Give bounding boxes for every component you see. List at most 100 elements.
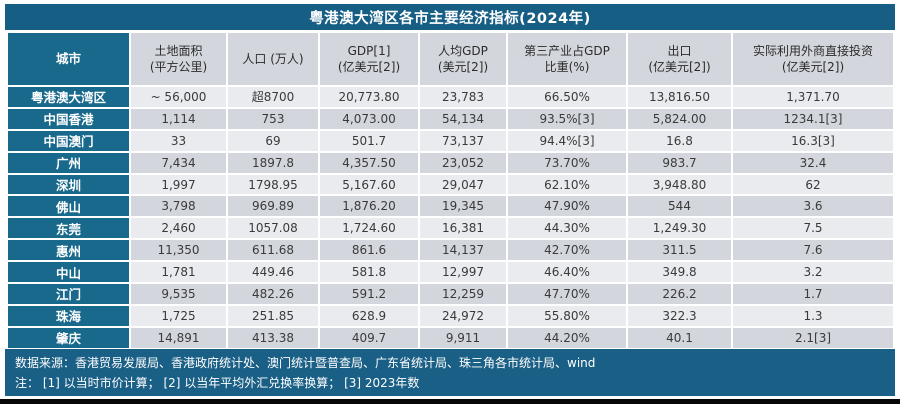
table-cell: 11,350 <box>131 240 226 261</box>
table-cell: 226.2 <box>628 284 731 304</box>
col-header-line: 第三产业占GDP <box>524 44 610 58</box>
table-cell: 1,249.30 <box>628 218 731 239</box>
table-cell: 1,371.70 <box>733 87 893 107</box>
table-cell: 2.1[3] <box>733 327 893 348</box>
col-header-land-area: 土地面积 (平方公里) <box>131 33 226 85</box>
table-cell: 66.50% <box>508 87 626 107</box>
table-cell: 7,434 <box>131 152 226 173</box>
city-cell: 珠海 <box>8 305 129 326</box>
city-cell: 江门 <box>8 284 129 304</box>
table-cell: 23,052 <box>420 152 506 173</box>
table-cell: 29,047 <box>420 174 506 195</box>
table-cell: 983.7 <box>628 152 731 173</box>
col-header-gdp-per-capita: 人均GDP (美元[2]) <box>420 33 506 85</box>
col-header-line: 出口 <box>667 44 692 58</box>
footer: 数据来源：香港贸易发展局、香港政府统计处、澳门统计暨普查局、广东省统计局、珠三角… <box>5 349 895 396</box>
table-cell: 482.26 <box>228 284 318 304</box>
table-cell: 581.8 <box>320 262 418 283</box>
table-cell: 23,783 <box>420 87 506 107</box>
col-header-tertiary-share: 第三产业占GDP 比重(%) <box>508 33 626 85</box>
table-cell: 322.3 <box>628 305 731 326</box>
table-cell: 69 <box>228 130 318 151</box>
table-cell: 1,724.60 <box>320 218 418 239</box>
col-header-line: (亿美元[2]) <box>781 60 845 74</box>
table-cell: 73.70% <box>508 152 626 173</box>
table-cell: 1,114 <box>131 108 226 129</box>
table-cell: 44.30% <box>508 218 626 239</box>
table-cell: 47.70% <box>508 284 626 304</box>
city-cell: 中国澳门 <box>8 130 129 151</box>
col-header-city-label: 城市 <box>55 51 81 66</box>
table-cell: 16,381 <box>420 218 506 239</box>
bottom-edge-bar <box>0 399 900 404</box>
data-source-line: 数据来源：香港贸易发展局、香港政府统计处、澳门统计暨普查局、广东省统计局、珠三角… <box>15 356 596 370</box>
table-cell: 16.3[3] <box>733 130 893 151</box>
table-cell: 3.2 <box>733 262 893 283</box>
table-cell: 1.3 <box>733 305 893 326</box>
table-cell: 7.5 <box>733 218 893 239</box>
table-cell: 13,816.50 <box>628 87 731 107</box>
table-cell: 16.8 <box>628 130 731 151</box>
table-cell: 501.7 <box>320 130 418 151</box>
col-header-exports: 出口 (亿美元[2]) <box>628 33 731 85</box>
table-cell: 5,167.60 <box>320 174 418 195</box>
table-cell: 32.4 <box>733 152 893 173</box>
col-header-line: (平方公里) <box>149 60 208 74</box>
table-cell: 33 <box>131 130 226 151</box>
table-cell: 62.10% <box>508 174 626 195</box>
city-cell: 广州 <box>8 152 129 173</box>
table-cell: 46.40% <box>508 262 626 283</box>
table-cell: 1897.8 <box>228 152 318 173</box>
economic-indicators-table: 城市 土地面积 (平方公里) 人口 (万人) GDP[1] (亿美元[2]) 人均G… <box>8 33 893 348</box>
col-header-line: 土地面积 <box>154 44 203 58</box>
col-header-line: GDP[1] <box>347 44 391 58</box>
city-cell: 佛山 <box>8 196 129 217</box>
col-header-line: (美元[2]) <box>437 60 489 74</box>
table-cell: 7.6 <box>733 240 893 261</box>
table-cell: 409.7 <box>320 327 418 348</box>
table-cell: 3.6 <box>733 196 893 217</box>
table-cell: 5,824.00 <box>628 108 731 129</box>
table-cell: 14,891 <box>131 327 226 348</box>
city-cell: 惠州 <box>8 240 129 261</box>
table-cell: 超8700 <box>228 87 318 107</box>
city-cell: 中国香港 <box>8 108 129 129</box>
col-header-line: (亿美元[2]) <box>648 60 711 74</box>
table-title: 粤港澳大湾区各市主要经济指标(2024年) <box>5 4 895 30</box>
city-cell: 深圳 <box>8 174 129 195</box>
table-cell: 591.2 <box>320 284 418 304</box>
table-cell: 42.70% <box>508 240 626 261</box>
table-cell: 449.46 <box>228 262 318 283</box>
table-cell: 14,137 <box>420 240 506 261</box>
table-cell: 349.8 <box>628 262 731 283</box>
city-cell: 东莞 <box>8 218 129 239</box>
table-cell: 1,725 <box>131 305 226 326</box>
table-cell: 1798.95 <box>228 174 318 195</box>
table-cell: 1,997 <box>131 174 226 195</box>
col-header-city: 城市 <box>8 33 129 85</box>
table-cell: 413.38 <box>228 327 318 348</box>
table-cell: 544 <box>628 196 731 217</box>
col-header-line: 实际利用外商直接投资 <box>752 44 873 58</box>
table-cell: 93.5%[3] <box>508 108 626 129</box>
table-cell: 55.80% <box>508 305 626 326</box>
col-header-line: 人均GDP <box>438 44 488 58</box>
table-cell: 4,357.50 <box>320 152 418 173</box>
city-cell: 肇庆 <box>8 327 129 348</box>
col-header-gdp: GDP[1] (亿美元[2]) <box>320 33 418 85</box>
table-cell: 861.6 <box>320 240 418 261</box>
table-cell: 9,911 <box>420 327 506 348</box>
table-cell: 20,773.80 <box>320 87 418 107</box>
city-cell: 中山 <box>8 262 129 283</box>
table-cell: 251.85 <box>228 305 318 326</box>
table-cell: 47.90% <box>508 196 626 217</box>
table-cell: 54,134 <box>420 108 506 129</box>
table-cell: ~ 56,000 <box>131 87 226 107</box>
table-cell: 969.89 <box>228 196 318 217</box>
table-cell: 3,948.80 <box>628 174 731 195</box>
table-cell: 19,345 <box>420 196 506 217</box>
col-header-line: (亿美元[2]) <box>337 60 401 74</box>
table-cell: 44.20% <box>508 327 626 348</box>
col-header-fdi: 实际利用外商直接投资 (亿美元[2]) <box>733 33 893 85</box>
